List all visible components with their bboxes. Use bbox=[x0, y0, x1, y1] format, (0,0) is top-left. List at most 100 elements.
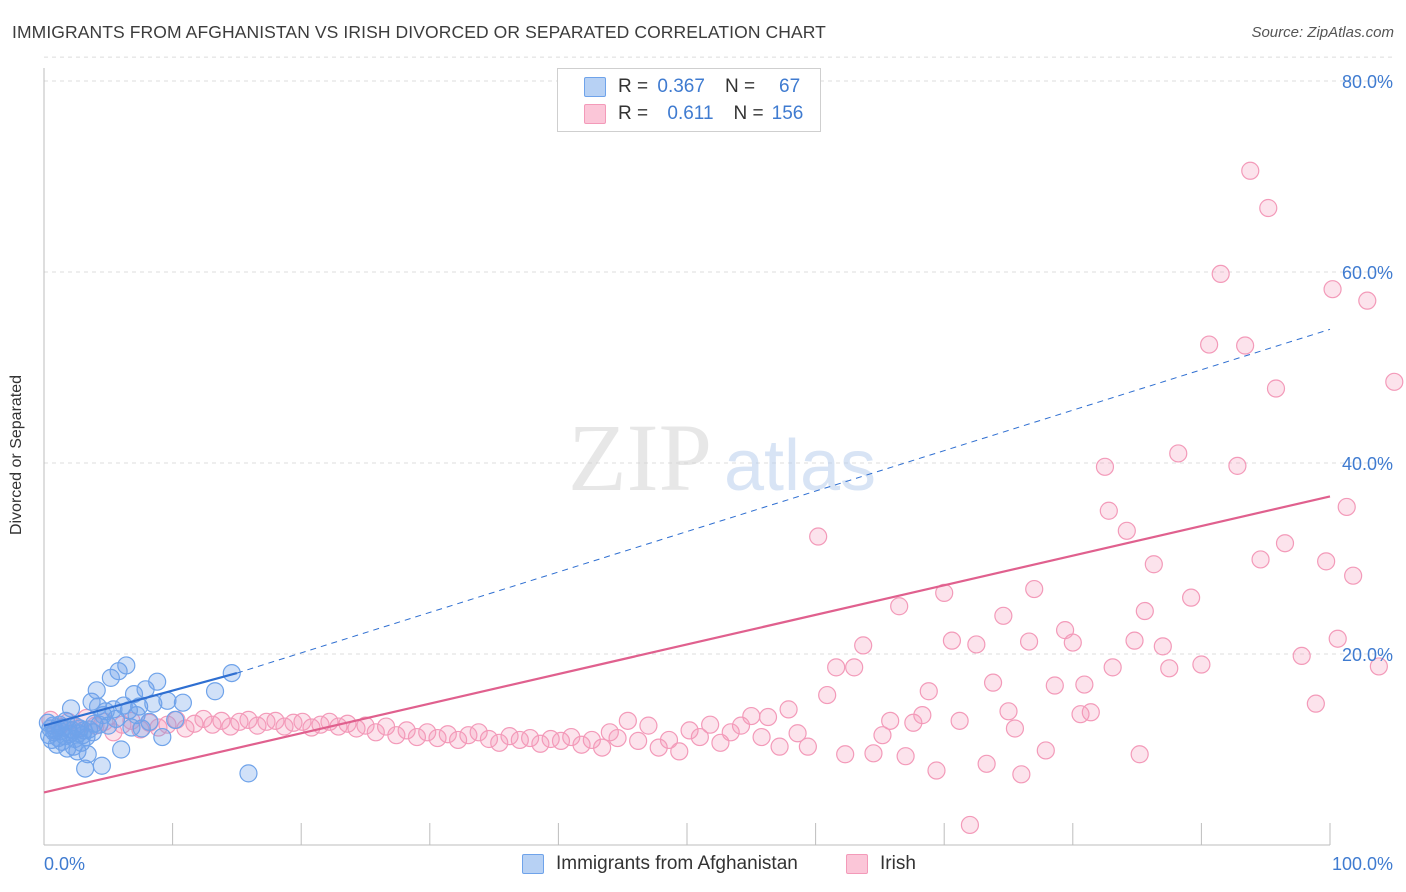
data-point-irish bbox=[551, 731, 571, 751]
legend-r-label: R = bbox=[618, 76, 649, 97]
x-tick-label: 100.0% bbox=[1332, 854, 1393, 874]
data-point-irish bbox=[1045, 676, 1064, 695]
data-point-irish bbox=[1292, 646, 1311, 666]
data-point-irish bbox=[572, 735, 591, 754]
legend-row-afghanistan: R = 0.367 N = 67 bbox=[584, 76, 800, 98]
data-point-afghanistan bbox=[130, 697, 149, 716]
source-label: Source: ZipAtlas.com bbox=[1251, 24, 1394, 41]
trend-line-irish bbox=[43, 495, 1331, 794]
data-point-irish bbox=[366, 723, 385, 742]
bottom-legend-afghanistan: Immigrants from Afghanistan bbox=[522, 852, 798, 876]
data-point-irish bbox=[1323, 280, 1342, 299]
afghanistan-points bbox=[38, 656, 258, 783]
data-point-afghanistan bbox=[92, 756, 111, 775]
data-point-irish bbox=[500, 727, 519, 746]
x-tick-label: 0.0% bbox=[44, 854, 85, 874]
grid-lines bbox=[44, 56, 1395, 655]
data-point-afghanistan bbox=[68, 742, 87, 761]
data-point-irish bbox=[428, 728, 447, 748]
trend-line-afghanistan bbox=[43, 672, 238, 727]
data-point-irish bbox=[1211, 264, 1230, 284]
data-point-irish bbox=[1182, 588, 1201, 607]
tick-labels: 20.0% 40.0% 60.0% 80.0% 0.0% 100.0% bbox=[44, 72, 1393, 874]
data-point-irish bbox=[854, 636, 873, 655]
data-point-irish bbox=[881, 711, 900, 730]
data-point-irish bbox=[230, 712, 249, 731]
data-point-irish bbox=[407, 727, 427, 747]
bottom-legend-swatch-blue bbox=[522, 854, 544, 874]
watermark: ZIP atlas bbox=[568, 404, 876, 511]
data-point-irish bbox=[1130, 745, 1149, 764]
data-point-irish bbox=[194, 709, 213, 729]
y-tick-label: 80.0% bbox=[1342, 72, 1393, 92]
data-point-irish bbox=[845, 658, 864, 677]
data-point-irish bbox=[1169, 444, 1188, 463]
legend-r-value: 0.611 bbox=[667, 103, 714, 124]
data-point-irish bbox=[479, 729, 499, 749]
data-point-afghanistan bbox=[112, 740, 131, 759]
data-point-irish bbox=[185, 714, 204, 733]
watermark-atlas: atlas bbox=[724, 426, 876, 506]
data-point-irish bbox=[1019, 632, 1039, 651]
data-point-irish bbox=[1385, 372, 1404, 391]
data-point-irish bbox=[448, 730, 468, 750]
chart-title: IMMIGRANTS FROM AFGHANISTAN VS IRISH DIV… bbox=[12, 22, 826, 42]
data-point-irish bbox=[1241, 161, 1260, 180]
data-point-irish bbox=[1063, 633, 1082, 652]
data-point-afghanistan bbox=[117, 656, 136, 675]
data-point-irish bbox=[836, 745, 855, 764]
data-point-irish bbox=[1266, 379, 1286, 398]
y-tick-label: 40.0% bbox=[1342, 454, 1393, 474]
data-point-irish bbox=[670, 742, 689, 761]
data-point-irish bbox=[919, 682, 938, 701]
legend-n-label: N = bbox=[724, 76, 756, 97]
data-point-irish bbox=[701, 715, 720, 734]
data-point-afghanistan bbox=[87, 681, 106, 700]
y-tick-label: 20.0% bbox=[1342, 645, 1393, 665]
data-point-afghanistan bbox=[239, 764, 258, 783]
data-point-irish bbox=[1160, 659, 1179, 678]
data-point-afghanistan bbox=[173, 693, 192, 712]
data-point-irish bbox=[618, 711, 637, 730]
data-point-irish bbox=[994, 606, 1013, 625]
data-point-irish bbox=[1236, 336, 1255, 355]
data-point-irish bbox=[1025, 579, 1044, 599]
bottom-legend-label: Immigrants from Afghanistan bbox=[556, 853, 798, 874]
watermark-zip: ZIP bbox=[568, 404, 712, 511]
data-point-irish bbox=[275, 717, 294, 736]
data-point-afghanistan bbox=[222, 663, 241, 683]
data-point-irish bbox=[1337, 497, 1356, 517]
data-point-irish bbox=[680, 721, 699, 740]
bottom-legend-irish: Irish bbox=[846, 852, 916, 876]
data-point-afghanistan bbox=[205, 682, 225, 701]
data-point-irish bbox=[864, 744, 883, 763]
data-point-irish bbox=[873, 726, 892, 745]
data-point-irish bbox=[1275, 534, 1295, 553]
data-point-irish bbox=[582, 730, 601, 750]
data-point-irish bbox=[356, 716, 375, 735]
legend: R = 0.367 N = 67 R = 0.611 N = 156 bbox=[557, 68, 821, 132]
data-point-irish bbox=[1036, 741, 1055, 760]
data-point-irish bbox=[469, 723, 488, 742]
data-point-irish bbox=[239, 710, 258, 729]
legend-r-value: 0.367 bbox=[657, 76, 705, 97]
data-point-irish bbox=[212, 711, 231, 730]
legend-swatch-pink bbox=[584, 104, 606, 124]
data-point-irish bbox=[1306, 694, 1325, 713]
data-point-irish bbox=[950, 711, 969, 730]
data-point-irish bbox=[562, 727, 581, 747]
y-axis-label: Divorced or Separated bbox=[8, 374, 25, 536]
data-point-irish bbox=[1344, 566, 1363, 585]
data-point-irish bbox=[1125, 631, 1144, 650]
data-point-afghanistan bbox=[61, 699, 81, 718]
data-point-irish bbox=[1259, 198, 1278, 218]
trend-lines bbox=[43, 328, 1331, 794]
data-point-irish bbox=[1358, 291, 1377, 310]
y-tick-label: 60.0% bbox=[1342, 263, 1393, 283]
data-point-afghanistan bbox=[158, 691, 177, 710]
data-point-irish bbox=[1099, 501, 1118, 520]
data-point-irish bbox=[490, 733, 509, 752]
legend-swatch-blue bbox=[584, 77, 606, 97]
data-point-irish bbox=[521, 728, 540, 748]
